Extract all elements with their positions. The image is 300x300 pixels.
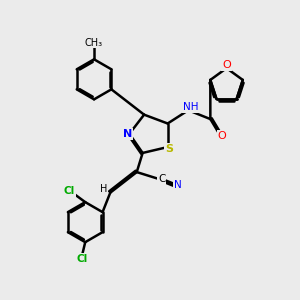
Text: C: C [158,174,166,184]
Text: N: N [123,129,133,139]
Text: H: H [100,184,107,194]
Text: O: O [218,131,226,141]
Text: O: O [222,60,231,70]
Text: N: N [174,180,182,190]
Text: Cl: Cl [64,186,75,196]
Text: NH: NH [183,102,198,112]
Text: S: S [165,144,173,154]
Text: CH₃: CH₃ [85,38,103,47]
Text: Cl: Cl [77,254,88,264]
